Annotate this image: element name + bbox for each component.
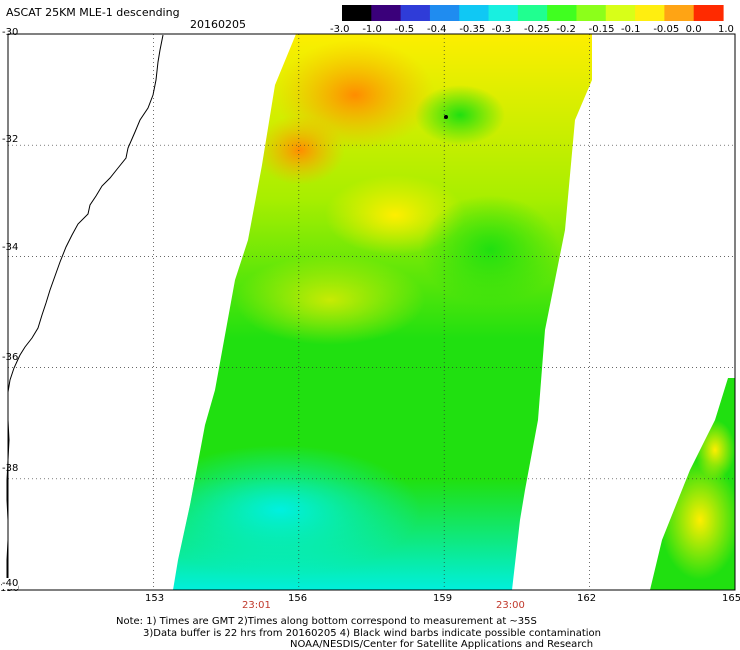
- coastline: [7, 34, 164, 400]
- colorbar-segment: [429, 5, 460, 21]
- right-swath-yellow: [660, 460, 735, 580]
- colorbar-segment: [664, 5, 695, 21]
- colorbar-segment: [693, 5, 724, 21]
- swath-green-region-north: [415, 85, 505, 145]
- lat-label-34: -34: [2, 242, 19, 253]
- colorbar-tick-label: -0.5: [394, 24, 415, 35]
- colorbar-tick-label: -0.1: [621, 24, 641, 35]
- swath-green-region-east: [420, 195, 560, 305]
- swath-yellow-region-mid: [235, 255, 425, 345]
- time-label-east: 23:00: [496, 600, 525, 611]
- colorbar-segment: [576, 5, 607, 21]
- time-label-west: 23:01: [242, 600, 271, 611]
- map-frame: [7, 33, 736, 591]
- product-date: 20160205: [190, 18, 246, 31]
- colorbar-tick-label: 1.0: [718, 24, 734, 35]
- colorbar-tick-label: -0.05: [653, 24, 680, 35]
- lon-label-165: 165: [722, 593, 740, 604]
- main-swath: [173, 34, 592, 590]
- note-line-1: Note: 1) Times are GMT 2)Times along bot…: [116, 616, 537, 627]
- swath-cyan-region-south: [173, 445, 420, 575]
- colorbar-segment: [488, 5, 519, 21]
- contamination-barb: [444, 115, 448, 119]
- lat-label-32: -32: [2, 134, 19, 145]
- note-line-2: 3)Data buffer is 22 hrs from 20160205 4)…: [143, 628, 601, 639]
- colorbar-tick-label: -0.25: [524, 24, 550, 35]
- colorbar-tick-label: -0.4: [427, 24, 447, 35]
- swath-orange-region-west: [255, 115, 345, 185]
- colorbar-segment: [459, 5, 490, 21]
- lat-label-30: -30: [2, 27, 19, 38]
- colorbar-segment: [635, 5, 665, 21]
- colorbar-tick-label: -3.0: [330, 24, 350, 35]
- note-line-3: NOAA/NESDIS/Center for Satellite Applica…: [290, 639, 594, 650]
- colorbar-segment: [605, 5, 636, 21]
- colorbar-segment: [517, 5, 548, 21]
- colorbar-segment: [342, 5, 372, 21]
- right-swath-yellow-north: [695, 420, 735, 480]
- colorbar-segment: [400, 5, 431, 21]
- colorbar-tick-label: -0.15: [588, 24, 615, 35]
- colorbar-tick-label: -0.35: [459, 24, 486, 35]
- colorbar-tick-label: -0.2: [556, 24, 576, 35]
- lon-label-156: 156: [288, 593, 308, 604]
- colorbar-segment: [371, 5, 402, 21]
- colorbar-segment: [547, 5, 578, 21]
- lat-label-36: -36: [2, 352, 19, 363]
- lon-label-159: 159: [433, 593, 453, 604]
- lat-label-40: -40: [2, 578, 19, 589]
- graticule: [8, 34, 735, 590]
- product-title: ASCAT 25KM MLE-1 descending: [6, 6, 180, 19]
- colorbar-tick-label: -0.3: [491, 24, 512, 35]
- lon-label-162: 162: [577, 593, 597, 604]
- lon-label-153: 153: [145, 593, 165, 604]
- right-swath: [650, 378, 735, 590]
- colorbar-tick-label: -1.0: [362, 24, 382, 35]
- colorbar-tick-label: 0.0: [685, 24, 702, 35]
- colorbar: [342, 5, 724, 21]
- lat-label-38: -38: [2, 463, 19, 474]
- coastline-south: [6, 419, 10, 580]
